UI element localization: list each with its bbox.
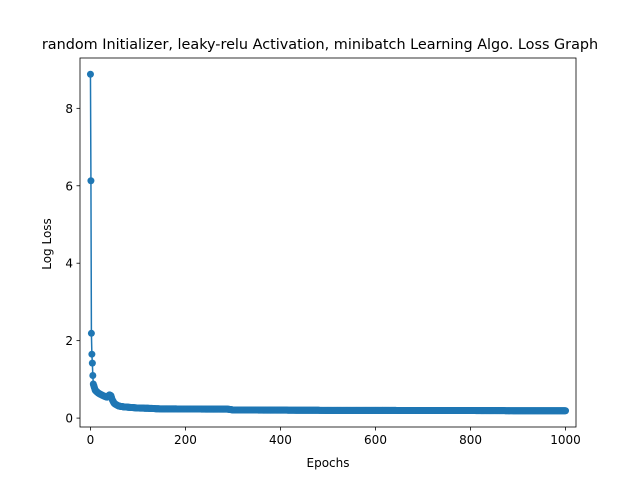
data-point (88, 350, 96, 358)
x-axis-label: Epochs (307, 456, 350, 470)
x-tick-label: 800 (459, 433, 482, 447)
data-point (562, 407, 570, 415)
x-tick-label: 1000 (550, 433, 581, 447)
y-tick-label: 8 (65, 102, 73, 116)
y-axis-label: Log Loss (40, 218, 54, 270)
data-point (86, 70, 94, 78)
y-tick-label: 0 (65, 412, 73, 426)
data-point (89, 372, 97, 379)
y-tick-label: 6 (65, 179, 73, 193)
y-tick-label: 2 (65, 334, 73, 348)
y-tick-label: 4 (65, 257, 73, 271)
x-tick-label: 200 (174, 433, 197, 447)
axes-frame (79, 57, 577, 428)
data-point (88, 359, 96, 367)
plot-area: 0 200 400 600 800 1000 0 2 4 6 8 (65, 57, 581, 447)
x-tick-label: 600 (364, 433, 387, 447)
data-point (87, 329, 95, 337)
chart-title: random Initializer, leaky-relu Activatio… (42, 37, 598, 53)
data-point (87, 177, 95, 185)
x-tick-label: 0 (87, 433, 95, 447)
x-tick-label: 400 (269, 433, 292, 447)
series-markers (86, 70, 570, 415)
